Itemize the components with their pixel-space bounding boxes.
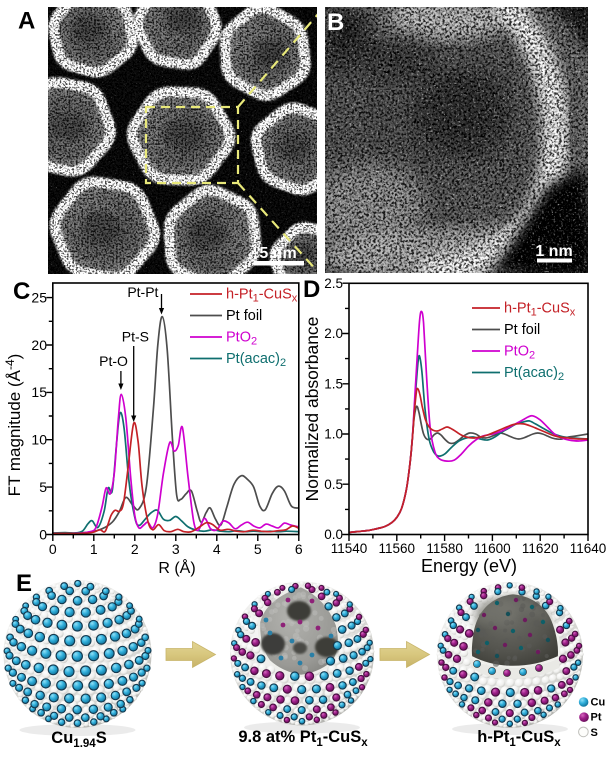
svg-text:Cu1.94S: Cu1.94S [51,729,106,750]
svg-text:Pt foil: Pt foil [226,308,262,324]
svg-text:PtO2: PtO2 [226,330,257,348]
svg-text:Cu: Cu [591,697,606,709]
svg-text:10: 10 [31,432,47,448]
svg-text:9.8 at% Pt1-CuSx: 9.8 at% Pt1-CuSx [238,728,368,749]
svg-text:Pt(acac)2: Pt(acac)2 [504,365,564,383]
svg-text:0.0: 0.0 [324,527,343,542]
svg-text:1 nm: 1 nm [535,243,572,260]
svg-text:4: 4 [213,541,221,557]
svg-text:2.0: 2.0 [324,326,343,341]
svg-text:FT magnitude (Å-4): FT magnitude (Å-4) [3,354,24,497]
svg-text:Normalized absorbance: Normalized absorbance [302,317,322,502]
svg-text:Pt: Pt [591,712,602,724]
svg-text:11620: 11620 [522,541,559,556]
svg-text:h-Pt1-CuSx: h-Pt1-CuSx [477,728,561,749]
svg-text:15: 15 [31,384,47,400]
svg-text:A: A [18,8,35,35]
svg-text:0: 0 [39,526,47,542]
svg-text:Pt-Pt: Pt-Pt [127,284,158,300]
svg-text:11560: 11560 [379,541,416,556]
svg-text:20: 20 [31,337,47,353]
svg-text:2.5: 2.5 [324,276,343,291]
svg-text:11600: 11600 [474,541,511,556]
svg-text:Pt foil: Pt foil [504,322,540,338]
svg-text:11540: 11540 [331,541,368,556]
svg-text:0.5: 0.5 [324,477,343,492]
svg-text:6: 6 [295,541,303,557]
svg-text:5: 5 [254,541,262,557]
svg-text:1.0: 1.0 [324,427,343,442]
svg-text:1.5: 1.5 [324,376,343,391]
svg-text:Pt(acac)2: Pt(acac)2 [226,351,286,369]
svg-text:0: 0 [49,541,57,557]
svg-text:11640: 11640 [570,541,607,556]
svg-text:C: C [13,278,30,305]
svg-text:1: 1 [90,541,98,557]
svg-text:25: 25 [31,289,47,305]
svg-text:E: E [16,570,32,597]
svg-text:Energy (eV): Energy (eV) [421,556,517,576]
svg-text:R (Å): R (Å) [158,558,195,577]
svg-text:5 nm: 5 nm [259,245,296,262]
svg-text:3: 3 [172,541,180,557]
svg-text:S: S [591,727,598,739]
svg-text:h-Pt1-CuSx: h-Pt1-CuSx [504,301,576,319]
svg-text:11580: 11580 [426,541,463,556]
svg-text:Pt-S: Pt-S [122,329,149,345]
svg-text:h-Pt1-CuSx: h-Pt1-CuSx [226,287,298,305]
svg-text:PtO2: PtO2 [504,344,535,362]
svg-text:B: B [327,9,344,36]
svg-text:D: D [303,276,320,303]
svg-text:Pt-O: Pt-O [99,353,128,369]
svg-text:2: 2 [131,541,139,557]
svg-text:5: 5 [39,479,47,495]
